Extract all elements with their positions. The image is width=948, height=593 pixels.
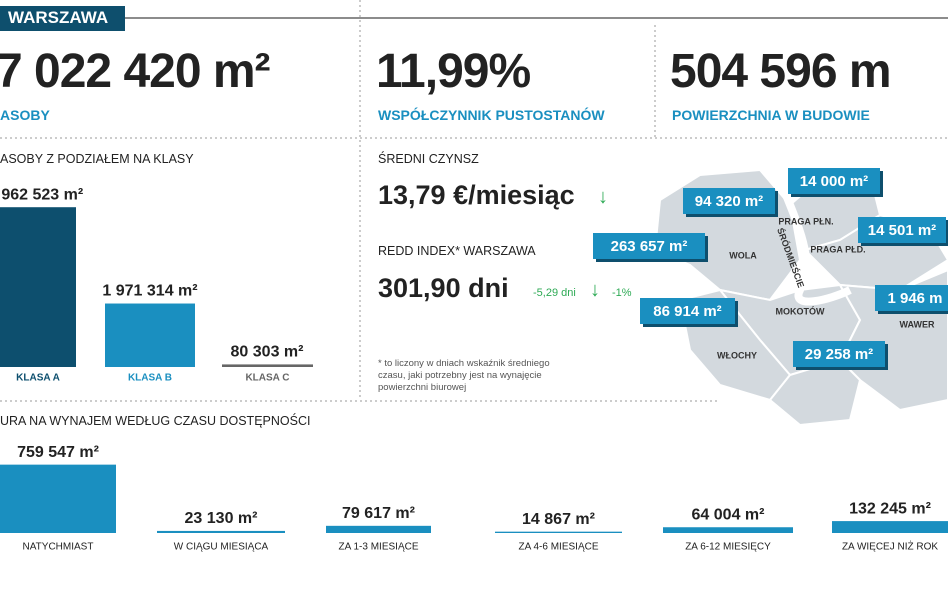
value-label: 80 303 m² [231,344,304,361]
value-label: 79 617 m² [342,505,415,522]
callout-box [793,341,885,367]
value-label: 759 547 m² [17,444,99,461]
bar [0,464,116,533]
kpi-label: WSPÓŁCZYNNIK PUSTOSTANÓW [378,107,605,123]
district-shape [768,358,862,427]
category-label: KLASA C [245,373,289,384]
bar [495,531,622,533]
kpi-value: 504 596 m [670,45,892,98]
kpi-value: 7 022 420 m² [0,45,271,98]
district-name: WOLA [729,250,757,260]
callout-value: 86 914 m² [653,303,721,320]
river [776,178,852,306]
footnote-line: powierzchni biurowej [378,382,467,393]
footnote-line: * to liczony w dniach wskaźnik średniego [378,358,550,369]
arrow-down-icon: ↓ [590,279,600,301]
redd-label: REDD INDEX* WARSZAWA [378,244,536,258]
callout-box [875,285,948,311]
callout-value: 1 946 m [887,290,942,307]
section-title: URA NA WYNAJEM WEDŁUG CZASU DOSTĘPNOŚCI [0,414,311,428]
value-label: 23 130 m² [185,510,258,527]
callout-value: 14 501 m² [868,222,936,239]
footnote: * to liczony w dniach wskaźnik średniego… [378,358,550,394]
redd-change: -5,29 dni [533,287,576,299]
bar [105,303,195,367]
redd-value: 301,90 dni [378,273,509,303]
district-name: PRAGA PŁD. [810,244,865,254]
callout-box [683,188,775,214]
section-title: ASOBY Z PODZIAŁEM NA KLASY [0,152,194,166]
category-label: NATYCHMIAST [23,542,94,553]
category-label: ZA 1-3 MIESIĄCE [338,542,418,553]
district-name: WŁOCHY [717,350,757,360]
callout-value: 14 000 m² [800,173,868,190]
rent-label: ŚREDNI CZYNSZ [378,152,479,166]
district-name: MOKOTÓW [776,305,825,316]
category-label: KLASA A [16,373,60,384]
value-label: 4 962 523 m² [0,186,83,203]
category-label: KLASA B [128,373,172,384]
category-label: W CIĄGU MIESIĄCA [174,542,269,553]
callout-value: 94 320 m² [695,193,763,210]
callout-box [593,233,705,259]
callout-box [788,168,880,194]
callout-value: 29 258 m² [805,346,873,363]
callout-box [640,298,735,324]
header-title: WARSZAWA [8,8,109,27]
kpi-label: POWIERZCHNIA W BUDOWIE [672,107,870,123]
value-label: 64 004 m² [692,506,765,523]
rent-value: 13,79 €/miesiąc [378,180,575,210]
map [653,168,948,427]
kpi-label: ASOBY [0,107,50,123]
value-label: 132 245 m² [849,500,931,517]
footnote-line: czasu, jaki potrzebny jest na wynajęcie [378,370,542,381]
category-label: ZA 6-12 MIESIĘCY [685,542,771,553]
arrow-down-icon: ↓ [598,186,608,208]
callout-value: 263 657 m² [611,238,688,255]
district-name: PRAGA PŁN. [778,216,833,226]
category-label: ZA WIĘCEJ NIŻ ROK [842,540,938,553]
district-name: WAWER [900,319,935,329]
bar [663,527,793,533]
bar [0,207,76,367]
value-label: 14 867 m² [522,511,595,528]
redd-change-pct: -1% [612,287,632,299]
value-label: 1 971 314 m² [102,283,197,300]
bar [832,521,948,533]
category-label: ZA 4-6 MIESIĄCE [518,542,598,553]
bar [326,525,431,533]
header-tab [0,6,125,31]
bar [157,530,285,533]
callout-box [858,217,946,243]
kpi-value: 11,99% [376,45,531,98]
bar [222,364,313,367]
